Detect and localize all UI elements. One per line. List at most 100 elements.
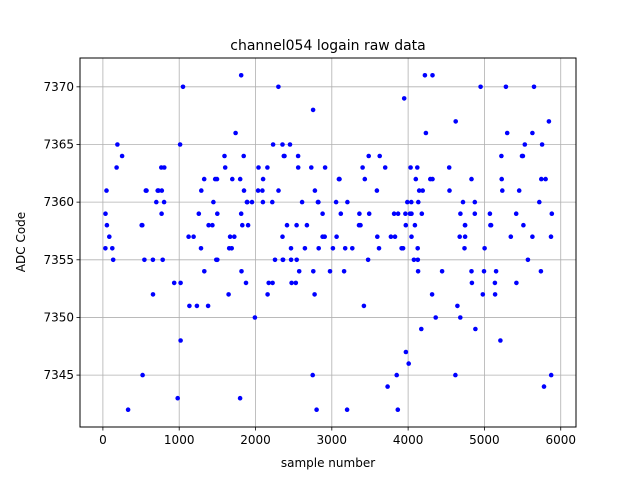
data-point [205, 303, 211, 309]
data-point [198, 246, 204, 251]
data-point [492, 292, 498, 297]
data-point [280, 142, 285, 147]
data-point [406, 361, 412, 366]
x-tick-label: 6000 [545, 433, 576, 447]
data-point [175, 395, 180, 401]
data-point [316, 246, 322, 251]
data-point [462, 222, 468, 228]
y-axis-label: ADC Code [14, 212, 28, 272]
data-point [180, 84, 186, 90]
data-point [171, 280, 177, 286]
data-point [391, 211, 397, 216]
data-point [156, 188, 161, 193]
chart-title: channel054 logain raw data [230, 38, 425, 54]
plot-frame [79, 57, 577, 428]
x-tick-label: 4000 [393, 433, 424, 447]
data-point [462, 246, 467, 251]
data-point [304, 222, 310, 228]
data-point [159, 165, 164, 170]
data-point [357, 211, 362, 216]
data-point [311, 269, 316, 274]
data-point [360, 165, 365, 170]
data-point [377, 153, 383, 159]
data-point [460, 199, 466, 205]
y-tick-label: 7365 [43, 137, 74, 151]
data-point [403, 211, 408, 216]
data-point [284, 222, 290, 228]
data-point [388, 234, 394, 239]
data-point [142, 257, 147, 263]
data-point [294, 257, 300, 263]
data-point [499, 176, 505, 182]
data-point [411, 257, 417, 263]
data-point [232, 234, 237, 239]
data-point [260, 176, 266, 182]
data-point [310, 107, 316, 113]
data-point [428, 176, 433, 182]
data-point [119, 153, 125, 159]
data-point [493, 269, 499, 274]
data-point [276, 188, 281, 193]
data-point [480, 292, 486, 297]
data-point [103, 211, 108, 216]
data-point [222, 153, 227, 159]
data-point [516, 188, 522, 193]
data-point [161, 199, 167, 205]
x-tick-label: 3000 [317, 433, 348, 447]
data-point [403, 222, 409, 228]
data-point [539, 176, 544, 182]
data-point [530, 234, 535, 239]
data-point [366, 211, 372, 216]
data-point [499, 153, 504, 159]
data-point [407, 211, 413, 216]
data-point [337, 176, 342, 182]
data-point [312, 292, 317, 297]
data-point [287, 142, 293, 147]
data-point [210, 222, 215, 228]
data-point [488, 222, 493, 228]
data-point [316, 199, 321, 205]
data-point [382, 165, 388, 170]
data-point [446, 165, 452, 170]
data-point [399, 246, 404, 251]
data-point [265, 292, 270, 297]
data-point [358, 222, 363, 228]
data-point [543, 176, 548, 182]
data-point [280, 257, 286, 263]
data-point [415, 269, 421, 274]
y-axis: 7345 7350 7355 7360 7365 7370 [43, 80, 80, 382]
data-point [416, 188, 422, 193]
data-point [549, 211, 555, 216]
data-point [541, 384, 547, 389]
data-point [376, 246, 382, 251]
data-point [140, 372, 145, 378]
data-point [214, 176, 220, 182]
data-point [177, 142, 183, 147]
data-point [458, 315, 463, 320]
data-point [227, 234, 233, 239]
data-point [282, 153, 287, 159]
data-point [222, 165, 228, 170]
data-point [226, 292, 231, 297]
data-point [214, 257, 219, 263]
data-point [178, 338, 183, 343]
data-point [419, 211, 425, 216]
data-point [504, 130, 510, 136]
data-point [472, 199, 478, 205]
y-tick-label: 7360 [43, 195, 74, 209]
data-point [270, 280, 275, 286]
data-point [333, 199, 339, 205]
data-point [211, 199, 216, 205]
data-point [206, 222, 211, 228]
data-point [154, 199, 159, 205]
data-point [334, 234, 339, 239]
data-point [115, 142, 120, 147]
data-point [199, 188, 204, 193]
data-point [548, 372, 554, 378]
data-point [296, 269, 302, 274]
data-point [415, 257, 421, 263]
data-point [341, 269, 347, 274]
data-point [482, 246, 487, 251]
data-point [455, 303, 460, 309]
